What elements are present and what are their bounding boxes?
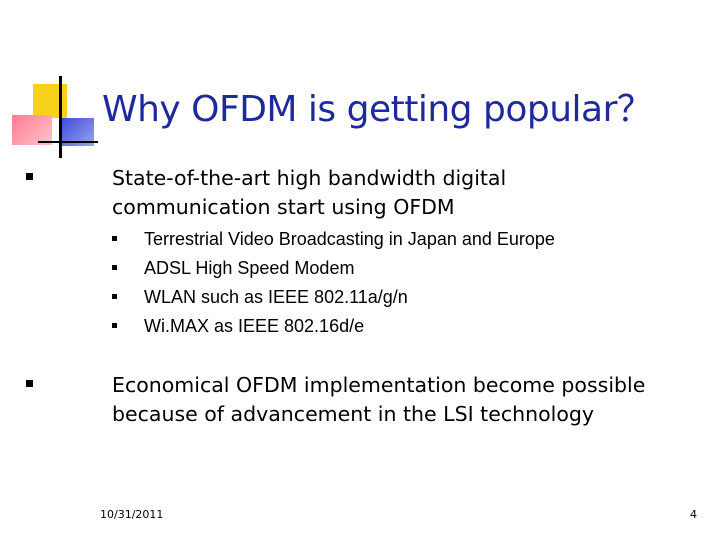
footer-date: 10/31/2011 <box>100 508 164 521</box>
bullet-text: Economical OFDM implementation become po… <box>112 373 646 426</box>
square-bullet-icon <box>112 236 117 241</box>
logo-horizontal-line <box>38 141 98 143</box>
square-bullet-icon <box>112 323 117 328</box>
sub-bullet-text: WLAN such as IEEE 802.11a/g/n <box>144 287 408 307</box>
square-bullet-icon <box>26 380 33 387</box>
bullet-text: State-of-the-art high bandwidth digital … <box>112 166 507 219</box>
bullet-item: Economical OFDM implementation become po… <box>26 371 666 429</box>
sub-bullet-item: Terrestrial Video Broadcasting in Japan … <box>112 226 672 255</box>
sub-bullet-text: Wi.MAX as IEEE 802.16d/e <box>144 316 365 336</box>
square-bullet-icon <box>26 173 33 180</box>
red-square <box>12 115 52 145</box>
sub-bullet-text: Terrestrial Video Broadcasting in Japan … <box>144 229 555 249</box>
slide-title: Why OFDM is getting popular？ <box>102 89 653 130</box>
square-bullet-icon <box>112 294 117 299</box>
sub-bullet-item: Wi.MAX as IEEE 802.16d/e <box>112 313 672 342</box>
logo-vertical-line <box>59 76 62 158</box>
sub-bullet-list: Terrestrial Video Broadcasting in Japan … <box>112 226 672 342</box>
decorative-logo <box>0 0 100 170</box>
bullet-item: State-of-the-art high bandwidth digital … <box>26 164 666 222</box>
square-bullet-icon <box>112 265 117 270</box>
sub-bullet-text: ADSL High Speed Modem <box>144 258 355 278</box>
sub-bullet-item: ADSL High Speed Modem <box>112 255 672 284</box>
sub-bullet-item: WLAN such as IEEE 802.11a/g/n <box>112 284 672 313</box>
page-number: 4 <box>690 508 697 521</box>
